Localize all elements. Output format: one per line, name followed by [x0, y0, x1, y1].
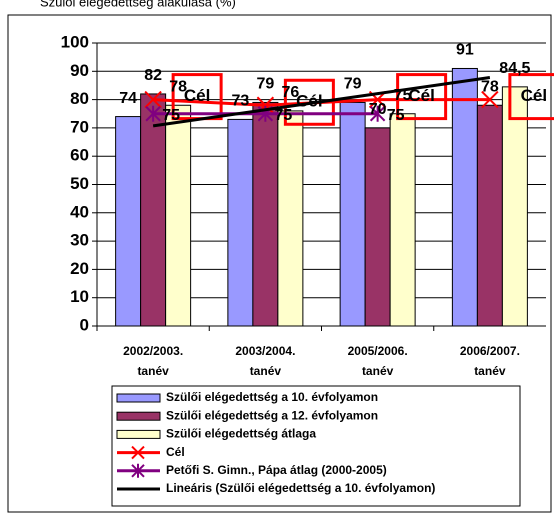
marker	[369, 105, 386, 122]
data-label: 76	[281, 84, 299, 101]
legend-swatch	[116, 393, 161, 403]
data-label: Cél	[408, 86, 434, 105]
data-label: 75	[387, 107, 405, 124]
legend-label: Lineáris (Szülői elégedettség a 10. évfo…	[166, 481, 435, 495]
y-tick-label: 70	[70, 117, 89, 136]
marker	[481, 90, 499, 109]
y-tick-label: 30	[70, 231, 89, 250]
bar	[451, 67, 478, 327]
line	[152, 76, 491, 128]
legend-label: Szülői elégedettség a 12. évfolyamon	[166, 408, 378, 422]
bar	[252, 101, 279, 327]
data-label: 79	[344, 76, 362, 93]
marker	[145, 105, 161, 122]
label-box	[396, 73, 448, 121]
data-label: 82	[144, 67, 162, 84]
x-tick-label: tanév	[137, 364, 169, 378]
x-tick-label: tanév	[362, 364, 394, 378]
data-label: 91	[456, 42, 474, 59]
data-label: 75	[274, 107, 292, 124]
legend-label: Szülői elégedettség átlaga	[166, 427, 316, 441]
y-tick-label: 90	[70, 61, 89, 80]
bar	[115, 116, 142, 327]
bar	[339, 101, 366, 327]
data-label: 73	[231, 93, 249, 110]
y-tick-label: 60	[70, 146, 89, 165]
chart-title: Szülői elégedettség alakulása (%)	[40, 0, 236, 9]
x-tick-label: 2003/2004.	[235, 344, 295, 358]
data-label: 74	[119, 90, 137, 107]
x-tick-label: tanév	[250, 364, 282, 378]
label-box	[283, 78, 335, 126]
y-tick-label: 10	[70, 287, 89, 306]
bar	[364, 127, 391, 327]
x-tick-label: 2006/2007.	[460, 344, 520, 358]
bar	[277, 110, 304, 327]
x-tick-label: 2005/2006.	[348, 344, 408, 358]
x-tick-label: 2002/2003.	[123, 344, 183, 358]
legend-marker	[131, 445, 145, 460]
marker	[144, 90, 162, 109]
label-box	[508, 73, 554, 121]
bar	[476, 104, 503, 327]
data-label: 70	[369, 101, 387, 118]
y-tick-label: 0	[80, 315, 89, 334]
legend-swatch	[116, 429, 161, 439]
bar	[501, 86, 528, 327]
data-label: Cél	[296, 92, 322, 111]
legend-label: Cél	[166, 445, 185, 459]
legend-label: Petőfi S. Gimn., Pápa átlag (2000-2005)	[166, 463, 387, 477]
y-tick-label: 50	[70, 174, 89, 193]
bar	[165, 104, 192, 327]
data-label: 78	[481, 78, 499, 95]
y-tick-label: 20	[70, 259, 89, 278]
legend-swatch	[116, 411, 161, 421]
data-label: 75	[162, 107, 180, 124]
y-tick-label: 40	[70, 202, 89, 221]
legend-box	[111, 385, 521, 507]
legend-label: Szülői elégedettség a 10. évfolyamon	[166, 390, 378, 404]
y-tick-label: 80	[70, 89, 89, 108]
data-label: 75	[394, 87, 412, 104]
y-tick-label: 100	[61, 32, 89, 51]
bar	[227, 118, 254, 327]
bar	[140, 93, 167, 327]
data-label: Cél	[184, 86, 210, 105]
data-label: 79	[256, 76, 274, 93]
legend-marker	[131, 463, 145, 478]
bar	[389, 113, 416, 327]
x-tick-label: tanév	[474, 364, 506, 378]
data-label: 84,5	[499, 60, 530, 77]
data-label: 78	[169, 78, 187, 95]
data-label: Cél	[521, 86, 547, 105]
